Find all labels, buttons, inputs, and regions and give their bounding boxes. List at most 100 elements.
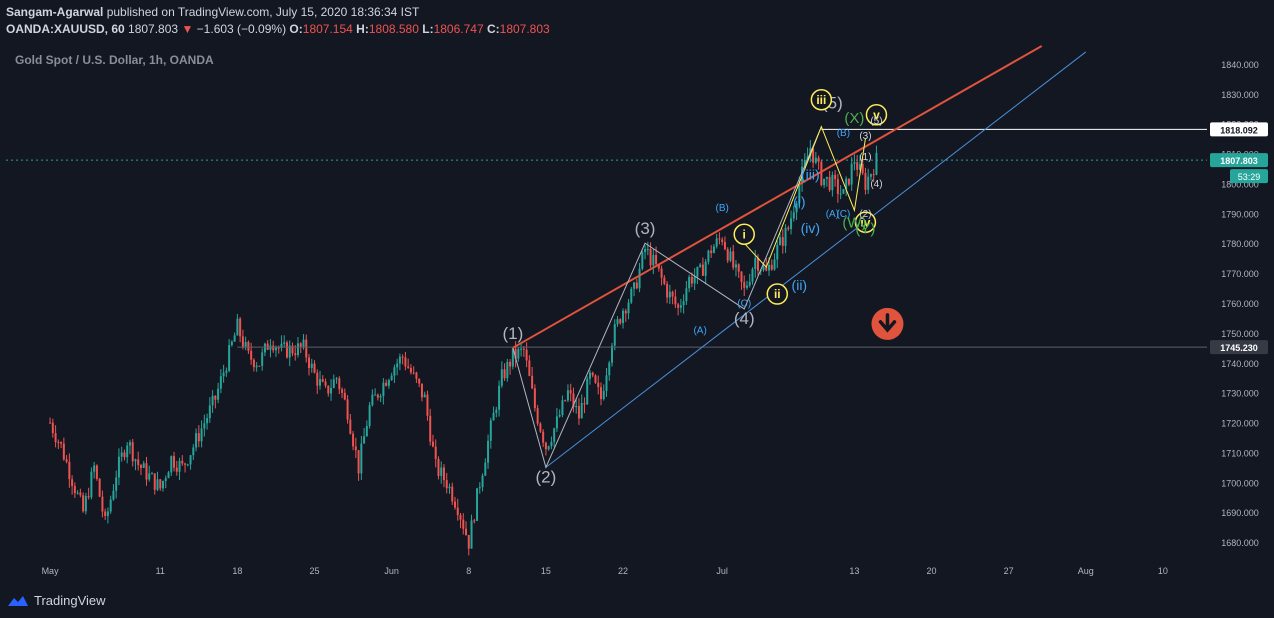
candle-body <box>217 388 220 400</box>
candle-body <box>509 361 512 367</box>
candle-body <box>197 433 200 442</box>
candle-body <box>489 420 492 441</box>
candle-body <box>754 257 757 270</box>
candle-body <box>511 348 514 367</box>
candle-body <box>173 456 176 468</box>
candle-body <box>131 442 134 462</box>
candle-body <box>872 174 875 176</box>
candle-body <box>781 237 784 246</box>
candle-body <box>343 392 346 400</box>
candle-body <box>90 471 93 498</box>
candle-body <box>104 511 107 516</box>
tradingview-brand[interactable]: TradingView <box>7 593 106 608</box>
y-tick-label: 1760.000 <box>1221 299 1259 309</box>
down-triangle-icon: ▼ <box>181 22 194 36</box>
candle-body <box>170 456 173 473</box>
candle-body <box>60 442 63 444</box>
candle-body <box>445 480 448 489</box>
countdown-text: 53:29 <box>1238 172 1261 182</box>
y-tick-label: 1800.000 <box>1221 179 1259 189</box>
candle-body <box>453 501 456 508</box>
candle-body <box>748 281 751 286</box>
candle-body <box>478 487 481 489</box>
candle-body <box>277 347 280 349</box>
wave-label: (1) <box>502 324 523 343</box>
candle-body <box>181 460 184 464</box>
wave-label: (1) <box>859 152 871 163</box>
candle-body <box>283 342 286 344</box>
candle-body <box>324 381 327 386</box>
candle-body <box>186 464 189 466</box>
candle-body <box>476 488 479 521</box>
wave-label: (iv) <box>801 220 820 236</box>
candle-body <box>409 367 412 373</box>
candle-body <box>575 406 578 408</box>
candle-body <box>280 343 283 348</box>
candle-body <box>313 363 316 373</box>
wave-label: v <box>873 108 880 122</box>
candle-body <box>765 266 768 271</box>
candle-body <box>875 152 878 175</box>
candle-body <box>710 250 713 253</box>
candle-body <box>106 511 109 516</box>
candle-body <box>745 285 748 288</box>
candle-body <box>861 163 864 174</box>
candle-body <box>233 335 236 342</box>
candle-body <box>638 268 641 289</box>
candle-body <box>787 227 790 230</box>
wave-label: (2) <box>536 467 557 486</box>
candle-body <box>633 282 636 289</box>
candle-body <box>721 239 724 243</box>
candle-body <box>776 244 779 260</box>
candle-body <box>723 242 726 250</box>
price-change: −1.603 (−0.09%) <box>196 22 287 36</box>
candle-body <box>652 254 655 266</box>
candle-body <box>586 378 589 405</box>
candle-body <box>195 433 198 448</box>
y-tick-label: 1710.000 <box>1221 448 1259 458</box>
candle-body <box>95 465 98 479</box>
candle-body <box>137 459 140 466</box>
candle-body <box>732 251 735 268</box>
candle-body <box>49 422 52 424</box>
down-arrow-icon <box>871 307 904 340</box>
candle-body <box>561 400 564 416</box>
candle-body <box>522 348 525 350</box>
wave-label: ii <box>774 287 781 301</box>
candle-body <box>762 266 765 271</box>
candle-body <box>858 163 861 170</box>
candle-body <box>316 372 319 386</box>
candle-body <box>211 395 214 406</box>
candle-body <box>566 390 569 401</box>
candle-body <box>84 496 87 512</box>
candle-body <box>236 318 239 336</box>
candle-body <box>214 395 217 400</box>
candle-body <box>580 403 583 419</box>
low-value: 1806.747 <box>433 22 484 36</box>
candle-body <box>757 257 760 271</box>
x-tick-label: 11 <box>156 566 165 576</box>
candle-body <box>368 405 371 426</box>
chart-subtitle: Gold Spot / U.S. Dollar, 1h, OANDA <box>15 53 214 67</box>
candle-body <box>420 383 423 398</box>
y-tick-label: 1700.000 <box>1221 478 1259 488</box>
wave-label: (4) <box>734 309 755 328</box>
candle-body <box>128 442 131 446</box>
candle-body <box>503 369 506 379</box>
price-level-tag <box>1210 153 1268 168</box>
candle-body <box>263 343 266 353</box>
wave-label: (ii) <box>792 277 808 293</box>
wave-label: (iii) <box>801 166 820 182</box>
candle-body <box>784 227 787 246</box>
candle-body <box>150 473 153 475</box>
x-tick-label: 20 <box>927 566 937 576</box>
candle-body <box>142 463 145 468</box>
candle-body <box>352 433 355 447</box>
y-tick-label: 1720.000 <box>1221 419 1259 429</box>
candle-body <box>291 345 294 354</box>
candle-body <box>820 161 823 186</box>
candle-body <box>288 345 291 358</box>
y-tick-label: 1680.000 <box>1221 538 1259 548</box>
candle-body <box>396 363 399 368</box>
